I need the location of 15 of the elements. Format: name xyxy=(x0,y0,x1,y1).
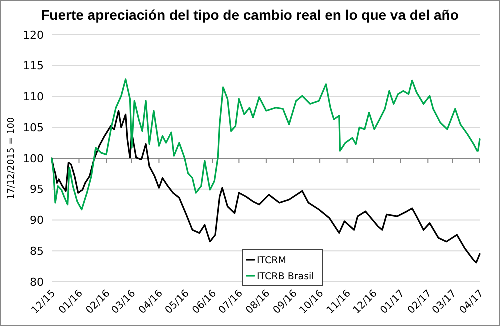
legend-label: ITCRM xyxy=(257,255,286,266)
y-tick-label: 80 xyxy=(30,276,44,289)
y-axis-title: 17/12/2015 = 100 xyxy=(7,117,17,200)
line-series xyxy=(51,110,481,264)
line-series xyxy=(51,78,481,211)
y-tick-label: 110 xyxy=(23,90,44,104)
y-tick-label: 95 xyxy=(30,183,44,196)
y-tick-label: 120 xyxy=(23,28,44,42)
y-tick-label: 100 xyxy=(23,152,44,166)
y-tick-label: 105 xyxy=(23,121,44,134)
y-tick-label: 85 xyxy=(30,244,44,258)
chart-title: Fuerte apreciación del tipo de cambio real en lo que va del año xyxy=(41,7,459,23)
y-tick-label: 115 xyxy=(23,60,44,73)
y-tick-label: 90 xyxy=(30,214,44,228)
legend-label: ITCRB Brasil xyxy=(257,271,314,282)
